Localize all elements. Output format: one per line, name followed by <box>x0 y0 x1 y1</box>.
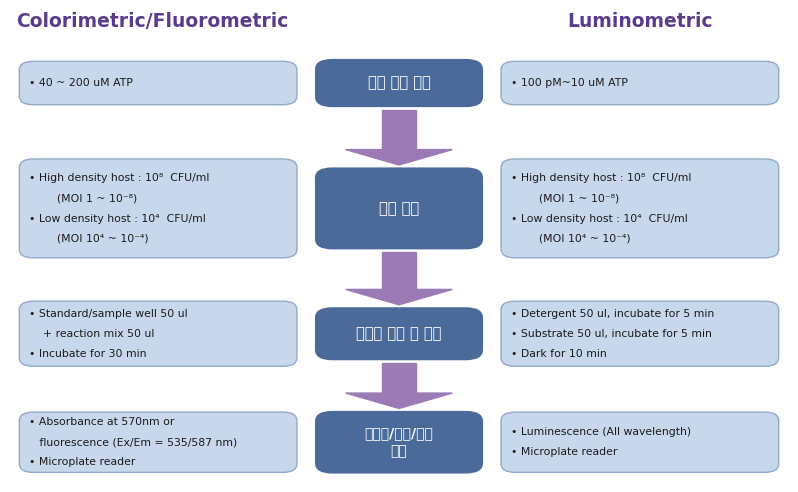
Text: • High density host : 10⁸  CFU/ml: • High density host : 10⁸ CFU/ml <box>30 173 210 183</box>
Polygon shape <box>346 393 452 408</box>
Text: (MOI 1 ~ 10⁻⁸): (MOI 1 ~ 10⁻⁸) <box>512 193 619 203</box>
Text: (MOI 10⁴ ~ 10⁻⁴): (MOI 10⁴ ~ 10⁻⁴) <box>512 234 631 244</box>
Text: 반응액 첨가 및 배양: 반응액 첨가 및 배양 <box>357 326 441 341</box>
FancyBboxPatch shape <box>19 62 297 105</box>
FancyBboxPatch shape <box>315 307 483 360</box>
FancyBboxPatch shape <box>315 59 483 107</box>
FancyBboxPatch shape <box>19 159 297 258</box>
Polygon shape <box>346 289 452 305</box>
FancyBboxPatch shape <box>501 412 779 472</box>
FancyBboxPatch shape <box>501 159 779 258</box>
FancyBboxPatch shape <box>501 62 779 105</box>
Text: • Incubate for 30 min: • Incubate for 30 min <box>30 349 147 359</box>
FancyBboxPatch shape <box>315 167 483 249</box>
Text: • Substrate 50 ul, incubate for 5 min: • Substrate 50 ul, incubate for 5 min <box>512 329 712 339</box>
Text: Luminometric: Luminometric <box>567 12 713 31</box>
FancyBboxPatch shape <box>19 412 297 472</box>
Text: (MOI 10⁴ ~ 10⁻⁴): (MOI 10⁴ ~ 10⁻⁴) <box>30 234 149 244</box>
Text: 샘플 준비: 샘플 준비 <box>379 201 419 216</box>
Text: • Standard/sample well 50 ul: • Standard/sample well 50 ul <box>30 308 188 318</box>
Bar <box>381 252 417 289</box>
Text: 흡광도/형광/발광
측정: 흡광도/형광/발광 측정 <box>365 426 433 459</box>
Text: • Dark for 10 min: • Dark for 10 min <box>512 349 607 359</box>
Text: • High density host : 10⁸  CFU/ml: • High density host : 10⁸ CFU/ml <box>512 173 692 183</box>
Text: + reaction mix 50 ul: + reaction mix 50 ul <box>30 329 155 339</box>
Text: • Detergent 50 ul, incubate for 5 min: • Detergent 50 ul, incubate for 5 min <box>512 308 714 318</box>
Text: • Absorbance at 570nm or: • Absorbance at 570nm or <box>30 417 175 427</box>
Text: • Low density host : 10⁴  CFU/ml: • Low density host : 10⁴ CFU/ml <box>512 214 688 223</box>
Text: fluorescence (Ex/Em = 535/587 nm): fluorescence (Ex/Em = 535/587 nm) <box>30 437 238 447</box>
Text: • Microplate reader: • Microplate reader <box>512 447 618 458</box>
Polygon shape <box>346 150 452 165</box>
Text: • Luminescence (All wavelength): • Luminescence (All wavelength) <box>512 427 691 437</box>
Text: 표준 곡선 준비: 표준 곡선 준비 <box>368 76 430 91</box>
Text: • 100 pM~10 uM ATP: • 100 pM~10 uM ATP <box>512 78 628 88</box>
FancyBboxPatch shape <box>501 301 779 367</box>
Text: • Low density host : 10⁴  CFU/ml: • Low density host : 10⁴ CFU/ml <box>30 214 206 223</box>
Text: Colorimetric/Fluorometric: Colorimetric/Fluorometric <box>17 12 289 31</box>
FancyBboxPatch shape <box>19 301 297 367</box>
Bar <box>381 110 417 150</box>
FancyBboxPatch shape <box>315 411 483 474</box>
Bar <box>381 363 417 393</box>
Text: • Microplate reader: • Microplate reader <box>30 458 136 467</box>
Text: (MOI 1 ~ 10⁻⁸): (MOI 1 ~ 10⁻⁸) <box>30 193 138 203</box>
Text: • 40 ~ 200 uM ATP: • 40 ~ 200 uM ATP <box>30 78 133 88</box>
